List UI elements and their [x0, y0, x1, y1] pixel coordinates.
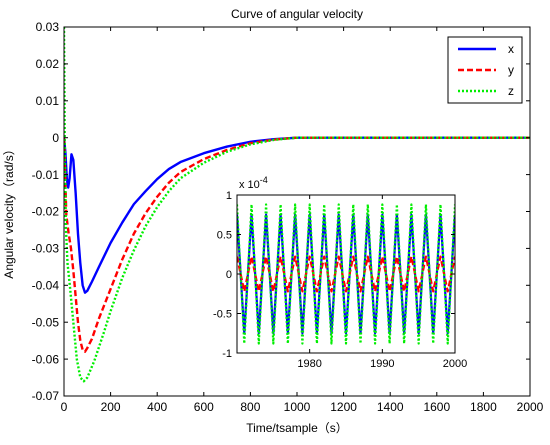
inset-y-tick-label: 0 — [226, 269, 232, 281]
inset-x-tick-label: 2000 — [443, 358, 467, 370]
main-y-tick-label: -0.06 — [32, 352, 60, 366]
main-x-tick-label: 400 — [147, 400, 167, 414]
plot-frame — [63, 26, 531, 397]
inset-series-group — [237, 203, 455, 345]
main-y-tick-label: -0.01 — [32, 168, 60, 182]
inset-series-y — [237, 255, 455, 293]
main-y-tick-label: -0.02 — [32, 205, 60, 219]
main-y-tick-label: -0.04 — [32, 279, 60, 293]
main-x-tick-label: 600 — [194, 400, 214, 414]
main-series-x — [64, 136, 530, 294]
main-series-group — [64, 27, 530, 383]
y-axis-label: Angular velocity（rad/s） — [2, 143, 16, 278]
main-x-tick-label: 1000 — [284, 400, 311, 414]
inset-series-z — [237, 203, 455, 345]
main-x-tick-label: 1200 — [330, 400, 357, 414]
main-x-tick-label: 2000 — [517, 400, 544, 414]
main-y-tick-label: 0.03 — [36, 20, 60, 34]
main-x-tick-label: 1800 — [470, 400, 497, 414]
inset-axes: 1980 1990 2000 -1 -0.5 0 0.5 1 — [213, 190, 467, 370]
main-axes: 0 200 400 600 800 1000 1200 1400 1600 1800 2000 -0.… — [32, 20, 544, 414]
inset-y-tick-label: 1 — [226, 190, 232, 202]
main-y-tick-label: 0 — [52, 131, 59, 145]
main-y-tick-label: 0.02 — [36, 57, 60, 71]
main-x-tick-label: 200 — [101, 400, 121, 414]
legend-label-y: y — [508, 63, 514, 77]
inset-y-tick-label: -0.5 — [213, 308, 232, 320]
inset-y-tick-label: -1 — [222, 348, 232, 360]
main-y-tick-label: -0.07 — [32, 389, 60, 403]
inset-plot: 1980 1990 2000-1-0.500.51 x 10-4 — [213, 175, 467, 370]
main-series-y — [64, 136, 530, 353]
inset-y-tick-label: 0.5 — [217, 229, 232, 241]
chart-title: Curve of angular velocity — [231, 7, 363, 21]
main-x-tick-label: 0 — [61, 400, 68, 414]
main-x-tick-label: 1400 — [377, 400, 404, 414]
legend-label-z: z — [508, 84, 514, 98]
main-x-tick-label: 1600 — [423, 400, 450, 414]
legend: x y z — [447, 36, 523, 104]
inset-frame — [236, 194, 456, 354]
main-y-tick-label: 0.01 — [36, 94, 60, 108]
main-y-tick-label: -0.05 — [32, 315, 60, 329]
inset-x-tick-label: 1980 — [297, 358, 321, 370]
main-series-z — [64, 27, 530, 383]
main-x-tick-label: 800 — [240, 400, 260, 414]
main-y-tick-label: -0.03 — [32, 242, 60, 256]
inset-x-tick-label: 1990 — [370, 358, 394, 370]
legend-label-x: x — [508, 42, 514, 56]
x-axis-label: Time/tsample（s） — [246, 421, 348, 435]
